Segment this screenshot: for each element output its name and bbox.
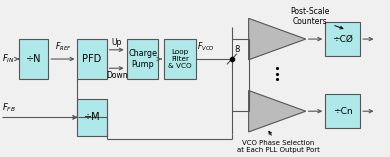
Text: Up: Up [112,38,122,47]
Text: $F_{FB}$: $F_{FB}$ [2,102,16,114]
Text: Loop
Filter
& VCO: Loop Filter & VCO [168,49,192,69]
Text: $F_{IN}$: $F_{IN}$ [2,53,15,65]
Text: Charge
Pump: Charge Pump [128,49,157,69]
Text: Post-Scale
Counters: Post-Scale Counters [290,7,343,29]
Text: ÷CØ: ÷CØ [332,35,353,43]
FancyBboxPatch shape [164,39,196,79]
Text: ÷Cn: ÷Cn [333,107,353,116]
FancyBboxPatch shape [19,39,48,79]
Text: ÷N: ÷N [26,54,41,64]
FancyBboxPatch shape [325,22,360,56]
Text: VCO Phase Selection
at Each PLL Output Port: VCO Phase Selection at Each PLL Output P… [237,131,320,153]
Text: $F_{VCO}$: $F_{VCO}$ [197,40,215,53]
Text: ÷M: ÷M [84,112,100,122]
Text: Down: Down [106,71,128,80]
FancyBboxPatch shape [127,39,158,79]
Polygon shape [249,90,306,132]
FancyBboxPatch shape [325,94,360,128]
Text: $F_{REF}$: $F_{REF}$ [55,40,71,53]
Polygon shape [249,18,306,60]
FancyBboxPatch shape [78,39,106,79]
Text: 8: 8 [235,45,240,54]
FancyBboxPatch shape [78,99,106,136]
Text: PFD: PFD [82,54,102,64]
